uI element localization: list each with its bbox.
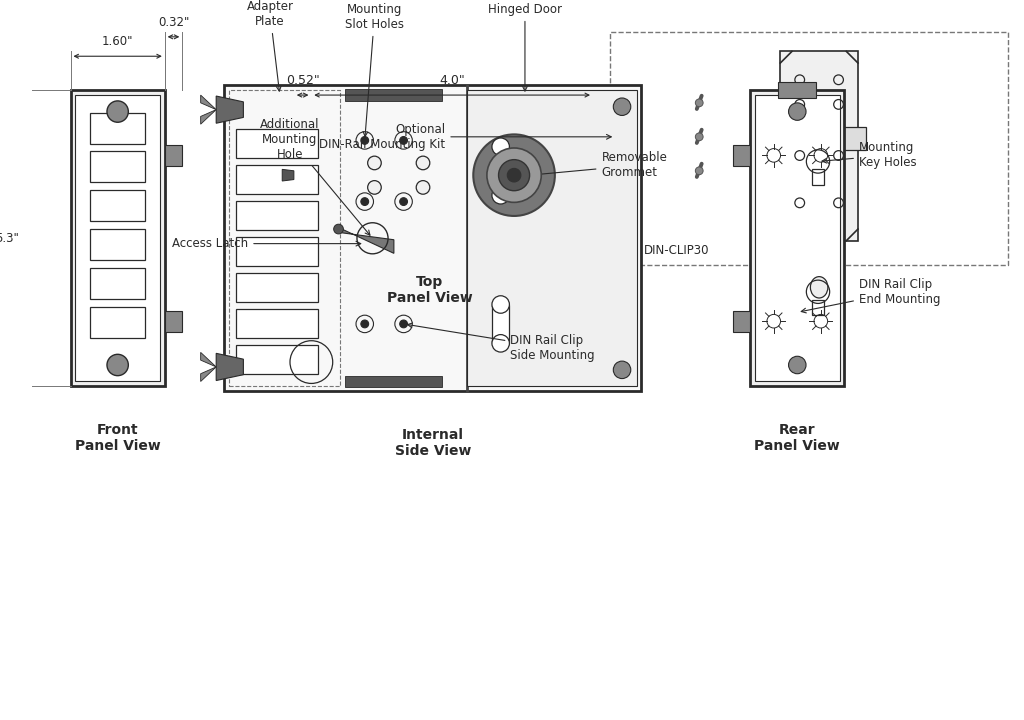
Bar <box>795 240 844 256</box>
Circle shape <box>492 186 509 204</box>
Bar <box>345 89 442 101</box>
Bar <box>165 145 182 166</box>
Bar <box>76 95 160 382</box>
Polygon shape <box>201 109 216 125</box>
Bar <box>751 90 845 387</box>
Bar <box>375 156 423 170</box>
Bar <box>236 129 318 158</box>
Circle shape <box>368 156 381 170</box>
Bar <box>90 151 145 182</box>
Circle shape <box>695 99 703 107</box>
Bar <box>236 237 318 266</box>
Circle shape <box>360 137 369 144</box>
Ellipse shape <box>810 276 827 298</box>
Polygon shape <box>216 96 244 123</box>
Text: Optional
DIN-Rail Mounting Kit: Optional DIN-Rail Mounting Kit <box>319 123 611 150</box>
Circle shape <box>473 135 555 216</box>
Circle shape <box>613 361 631 379</box>
Circle shape <box>399 137 408 144</box>
Bar <box>236 165 318 194</box>
Bar <box>228 90 340 387</box>
Text: 4.0": 4.0" <box>439 74 465 87</box>
Polygon shape <box>201 352 216 367</box>
Bar <box>755 95 840 382</box>
Bar <box>733 145 751 166</box>
Bar <box>90 112 145 143</box>
Circle shape <box>360 198 369 205</box>
Text: Removable
Grommet: Removable Grommet <box>534 151 668 179</box>
Circle shape <box>399 320 408 328</box>
Text: Adapter
Plate: Adapter Plate <box>247 0 294 91</box>
Text: DIN-CLIP30: DIN-CLIP30 <box>644 244 710 257</box>
Text: 5.3": 5.3" <box>0 232 19 245</box>
Text: Top
Panel View: Top Panel View <box>387 275 472 305</box>
Bar <box>492 305 509 343</box>
Text: Front
Panel View: Front Panel View <box>75 423 161 454</box>
Text: DIN Rail Clip
End Mounting: DIN Rail Clip End Mounting <box>801 278 940 313</box>
Circle shape <box>399 198 408 205</box>
Circle shape <box>492 296 509 313</box>
Text: Internal
Side View: Internal Side View <box>394 428 471 459</box>
Bar <box>345 376 442 387</box>
Bar <box>236 273 318 302</box>
Text: 1.60": 1.60" <box>102 35 133 48</box>
Bar <box>315 128 589 222</box>
Text: 0.52": 0.52" <box>286 74 319 87</box>
Circle shape <box>368 181 381 194</box>
Bar <box>780 51 858 240</box>
Bar <box>375 181 423 194</box>
Bar <box>733 310 751 332</box>
Circle shape <box>788 103 806 120</box>
Bar <box>311 125 593 226</box>
Bar <box>90 190 145 221</box>
Text: DIN Rail Clip
Side Mounting: DIN Rail Clip Side Mounting <box>408 323 595 362</box>
Bar <box>812 300 824 315</box>
Bar <box>224 86 641 391</box>
Bar <box>610 32 1009 265</box>
Bar <box>795 132 844 145</box>
Circle shape <box>492 138 509 156</box>
Circle shape <box>695 167 703 175</box>
Text: Access Latch: Access Latch <box>172 237 360 250</box>
Bar <box>90 268 145 299</box>
Bar <box>778 83 816 98</box>
Bar <box>90 307 145 338</box>
Text: Additional
Mounting
Hole: Additional Mounting Hole <box>260 117 370 235</box>
Polygon shape <box>336 226 394 253</box>
Circle shape <box>360 320 369 328</box>
Bar <box>236 309 318 338</box>
Polygon shape <box>201 95 216 109</box>
Circle shape <box>416 156 430 170</box>
Bar <box>470 128 558 222</box>
Bar <box>71 90 165 387</box>
Bar <box>90 229 145 260</box>
Bar <box>165 310 182 332</box>
Circle shape <box>334 224 343 234</box>
Circle shape <box>492 335 509 352</box>
Text: Rear
Panel View: Rear Panel View <box>755 423 840 454</box>
Circle shape <box>486 148 542 202</box>
Bar <box>812 169 824 185</box>
Circle shape <box>695 133 703 140</box>
Bar <box>236 201 318 230</box>
Bar <box>467 90 637 387</box>
Text: Mounting
Slot Holes: Mounting Slot Holes <box>345 3 403 136</box>
Circle shape <box>613 98 631 115</box>
Bar <box>772 127 865 150</box>
Text: Hinged Door: Hinged Door <box>488 3 562 91</box>
Polygon shape <box>201 367 216 382</box>
Bar <box>492 147 509 195</box>
Bar <box>236 345 318 374</box>
Text: 0.32": 0.32" <box>158 16 189 29</box>
Circle shape <box>507 168 521 182</box>
Circle shape <box>788 356 806 374</box>
Circle shape <box>106 354 128 376</box>
Bar <box>294 161 311 190</box>
Text: Mounting
Key Holes: Mounting Key Holes <box>822 141 916 169</box>
Circle shape <box>106 101 128 122</box>
Polygon shape <box>283 169 294 181</box>
Polygon shape <box>216 354 244 381</box>
Circle shape <box>416 181 430 194</box>
Circle shape <box>499 160 529 191</box>
